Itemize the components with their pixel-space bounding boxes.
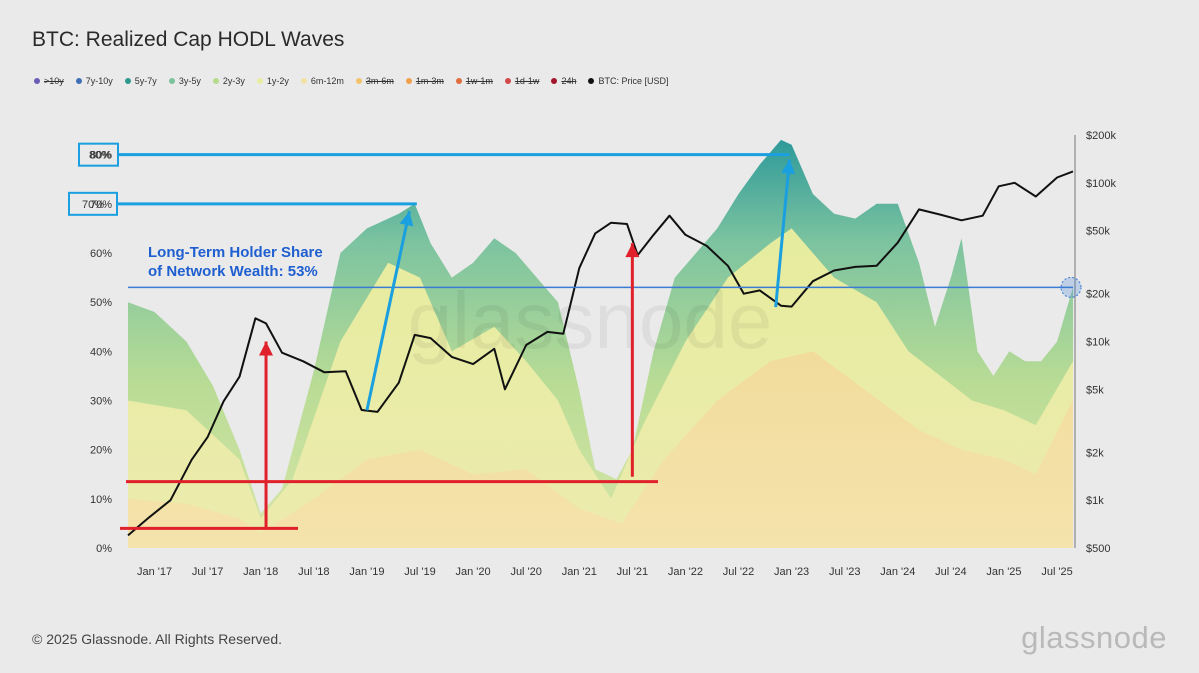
y-left-tick: 70% (90, 199, 112, 211)
red-arrow-2021-head (625, 243, 640, 258)
y-left-tick: 30% (90, 396, 112, 408)
legend-dot (124, 78, 131, 84)
y-left-tick: 0% (96, 543, 112, 555)
legend-item[interactable]: 1y-2y (256, 76, 289, 86)
blue-arrow-2019-shaft (365, 210, 411, 411)
y-left-tick: 40% (90, 346, 112, 358)
legend-item[interactable]: 3y-5y (168, 76, 201, 86)
x-tick: Jan '18 (243, 566, 278, 578)
y-right-tick: $50k (1086, 226, 1110, 238)
legend-label: 1w-1m (465, 76, 493, 86)
y-right-tick: $200k (1086, 130, 1116, 142)
lth-label-line1: Long-Term Holder Share (148, 244, 323, 261)
blue-arrow-2023-shaft (774, 159, 791, 308)
y-right-tick: $100k (1086, 178, 1116, 190)
x-tick: Jul '18 (298, 566, 329, 578)
legend-dot (588, 78, 595, 84)
legend-label: 5y-7y (134, 76, 157, 86)
legend-label: 2y-3y (222, 76, 245, 86)
legend-label: 24h (561, 76, 577, 86)
legend-dot (75, 78, 82, 84)
legend-dot (34, 78, 40, 84)
y-right-tick: $500 (1086, 543, 1110, 555)
legend-item[interactable]: 1m-3m (405, 76, 444, 86)
red-arrow-2018-head (259, 341, 274, 356)
x-tick: Jan '19 (349, 566, 384, 578)
legend-item[interactable]: 2y-3y (212, 76, 245, 86)
legend-dot (168, 78, 175, 84)
current-value-marker (1060, 276, 1082, 298)
legend-label: 1d-1w (514, 76, 540, 86)
x-tick: Jan '17 (137, 566, 172, 578)
box-80-label: 80% (89, 150, 111, 162)
blue-arrow-2023-head (781, 159, 796, 175)
y-left-tick: 80% (90, 150, 112, 162)
legend-label: 7y-10y (85, 76, 113, 86)
chart-title: BTC: Realized Cap HODL Waves (32, 28, 345, 51)
chart-legend: >10y 7y-10y 5y-7y 3y-5y 2y-3y 1y-2y 6m-12m 3m-6… (34, 76, 668, 86)
copyright: © 2025 Glassnode. All Rights Reserved. (32, 631, 283, 647)
legend-dot (300, 78, 307, 84)
y-right-tick: $10k (1086, 337, 1110, 349)
legend-label: 3y-5y (178, 76, 201, 86)
x-tick: Jan '25 (986, 566, 1021, 578)
x-tick: Jul '19 (404, 566, 435, 578)
legend-label: 1y-2y (266, 76, 289, 86)
y-left-tick: 10% (90, 494, 112, 506)
legend-item[interactable]: >10y (34, 76, 64, 86)
band-6m-12m (128, 351, 1073, 548)
btc-price-line (127, 170, 1074, 537)
legend-item[interactable]: 24h (551, 76, 576, 86)
legend-dot (504, 78, 511, 84)
legend-item[interactable]: 3m-6m (355, 76, 394, 86)
x-tick: Jul '25 (1041, 566, 1072, 578)
legend-dot (551, 78, 558, 84)
x-tick: Jul '17 (192, 566, 223, 578)
legend-dot (256, 78, 263, 84)
lth-label-line2: of Network Wealth: 53% (148, 263, 318, 280)
y-right-tick: $2k (1086, 447, 1104, 459)
brand-logo: glassnode (1021, 620, 1167, 655)
y-left-tick: 50% (90, 297, 112, 309)
y-right-tick: $20k (1086, 289, 1110, 301)
legend-label: >10y (44, 76, 64, 86)
blue-arrow-2019-head (399, 211, 414, 227)
legend-dot (455, 78, 462, 84)
x-tick: Jul '23 (829, 566, 860, 578)
x-tick: Jul '22 (723, 566, 754, 578)
y-left-tick: 60% (90, 248, 112, 260)
legend-dot (355, 78, 362, 84)
x-tick: Jan '20 (456, 566, 491, 578)
y-right-tick: $5k (1086, 384, 1104, 396)
legend-item[interactable]: 1d-1w (504, 76, 540, 86)
legend-dot (212, 78, 219, 84)
x-tick: Jan '21 (562, 566, 597, 578)
x-tick: Jan '24 (880, 566, 915, 578)
x-tick: Jan '22 (668, 566, 703, 578)
y-right-tick: $1k (1086, 495, 1104, 507)
x-tick: Jul '21 (617, 566, 648, 578)
x-tick: Jul '24 (935, 566, 966, 578)
watermark: glassnode (408, 276, 773, 365)
legend-label: 6m-12m (310, 76, 344, 86)
legend-label: 3m-6m (365, 76, 394, 86)
y-left-tick: 20% (90, 445, 112, 457)
legend-item[interactable]: 5y-7y (124, 76, 157, 86)
x-tick: Jul '20 (510, 566, 541, 578)
legend-item[interactable]: 6m-12m (300, 76, 344, 86)
x-tick: Jan '23 (774, 566, 809, 578)
box-70-label: 70% (82, 199, 104, 211)
legend-item[interactable]: BTC: Price [USD] (588, 76, 668, 86)
legend-label: BTC: Price [USD] (598, 76, 669, 86)
legend-label: 1m-3m (415, 76, 444, 86)
legend-dot (405, 78, 412, 84)
legend-item[interactable]: 1w-1m (455, 76, 493, 86)
legend-item[interactable]: 7y-10y (75, 76, 113, 86)
